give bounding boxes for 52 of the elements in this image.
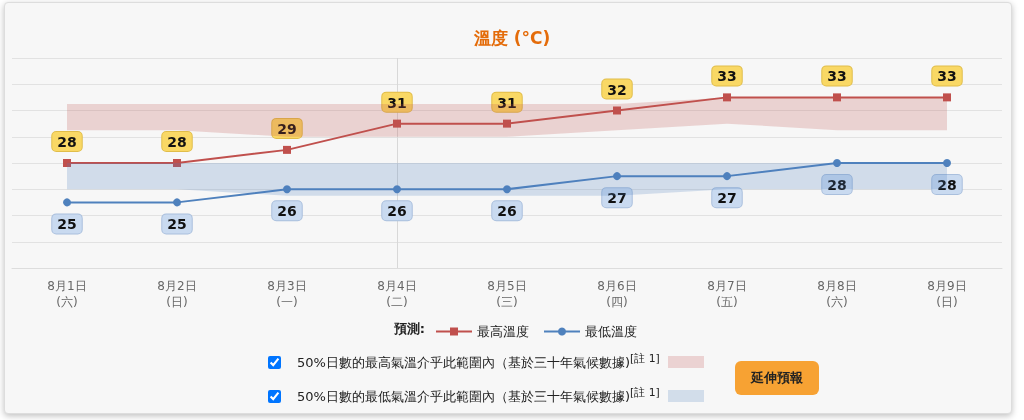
data-label: 28 (937, 177, 957, 193)
text: 50%日數的最低氣溫介乎此範圍內（基於三十年氣候數據)$^{[註 1]}$ (297, 385, 660, 407)
x-tick-label: 8月5日 (三) (487, 279, 527, 309)
chart-title: 溫度 (°C) (472, 27, 551, 48)
point (613, 106, 621, 115)
point (393, 119, 401, 128)
x-tick-label: 8月4日 (二) (377, 279, 417, 309)
point (283, 185, 291, 194)
legend-label: 最高溫度 (477, 324, 529, 339)
x-tick-label: 8月1日 (六) (47, 279, 87, 309)
data-label: 28 (827, 177, 847, 193)
point (943, 93, 951, 102)
x-tick-label: 8月9日 (日) (927, 279, 967, 309)
data-label: 27 (607, 190, 627, 207)
x-tick-label: 8月7日 (五) (707, 279, 747, 309)
point (503, 119, 511, 128)
data-label: 25 (57, 216, 77, 233)
data-label: 26 (277, 203, 297, 220)
point (173, 159, 181, 167)
point (833, 159, 841, 167)
data-label: 28 (57, 134, 77, 150)
legend-label: 最低溫度 (585, 324, 637, 339)
point (63, 198, 71, 207)
point (613, 172, 621, 181)
point (943, 159, 951, 167)
x-tick-label: 8月8日 (六) (817, 279, 857, 309)
data-label: 31 (497, 94, 517, 111)
point (833, 93, 841, 102)
point (173, 198, 181, 207)
data-label: 26 (497, 203, 517, 220)
data-label: 32 (607, 81, 627, 98)
data-label: 28 (167, 134, 187, 150)
data-label: 27 (717, 190, 737, 207)
data-label: 29 (277, 120, 297, 137)
point (503, 185, 511, 194)
data-label: 26 (387, 203, 407, 220)
data-label: 33 (717, 68, 737, 85)
text: 50%日數的最高氣溫介乎此範圍內（基於三十年氣候數據)$^{[註 1]}$ (297, 351, 660, 373)
point (723, 172, 731, 181)
point (283, 145, 291, 154)
data-label: 33 (937, 68, 957, 85)
x-tick-label: 8月6日 (四) (597, 279, 637, 309)
point (393, 185, 401, 194)
point (723, 93, 731, 102)
x-tick-label: 8月2日 (日) (157, 279, 197, 309)
data-label: 25 (167, 216, 187, 233)
data-label: 33 (827, 68, 847, 85)
legend-title: 預測: (392, 321, 425, 336)
point (63, 159, 71, 167)
data-label: 31 (387, 94, 407, 111)
text: 延伸預報 (735, 361, 819, 395)
x-tick-label: 8月3日 (一) (267, 279, 307, 309)
